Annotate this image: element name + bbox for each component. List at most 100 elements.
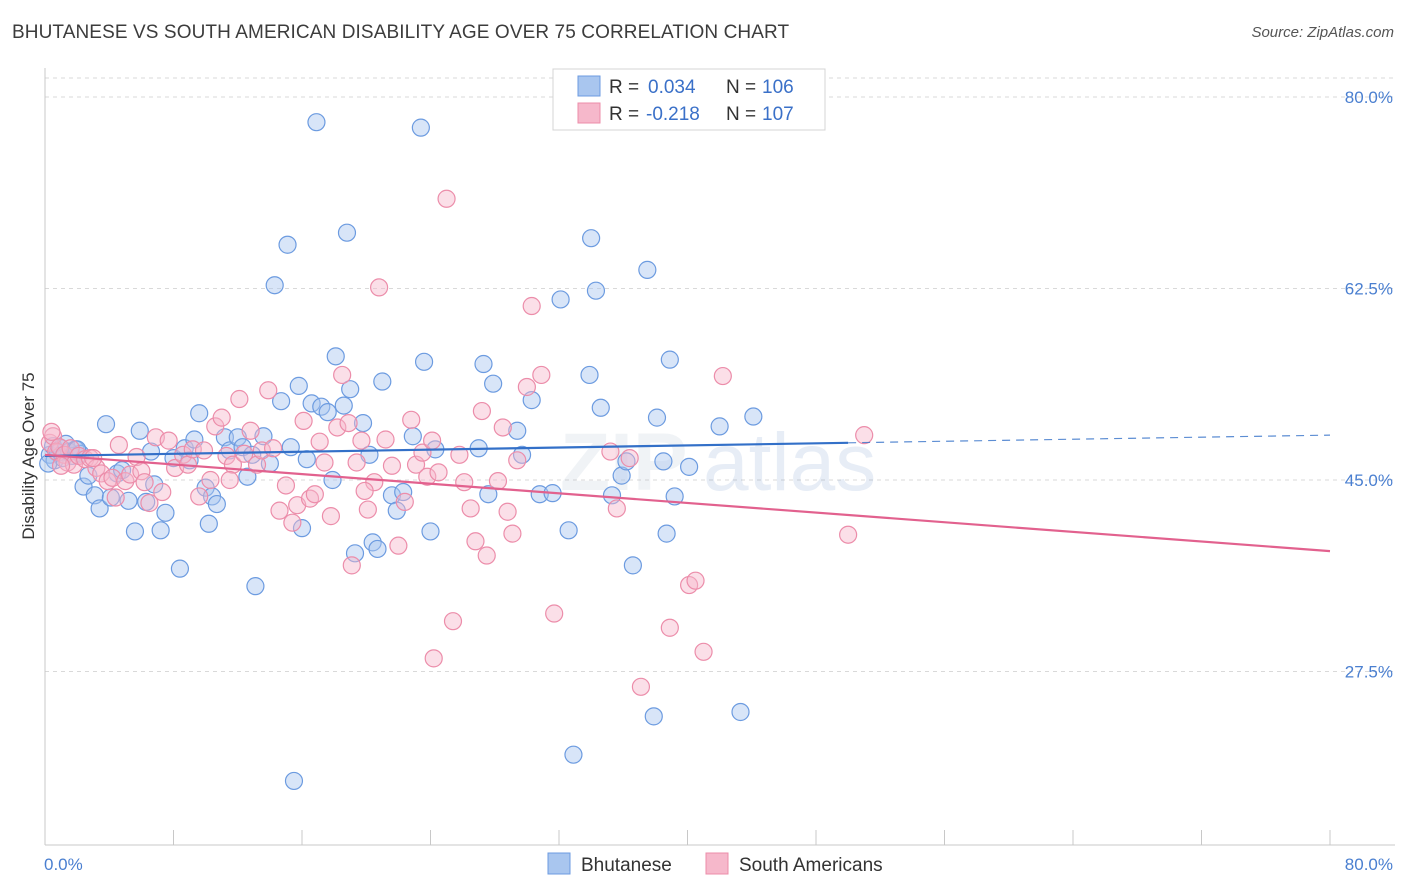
point-south-americans bbox=[443, 612, 463, 631]
legend-swatch-blue bbox=[577, 75, 601, 97]
point-south-americans bbox=[153, 482, 172, 502]
point-bhutanese bbox=[414, 352, 434, 371]
point-bhutanese bbox=[199, 514, 218, 533]
point-bhutanese bbox=[484, 374, 503, 393]
point-bhutanese bbox=[281, 438, 300, 457]
point-south-americans bbox=[358, 500, 377, 519]
point-south-americans bbox=[466, 532, 485, 551]
point-south-americans bbox=[413, 443, 432, 462]
point-bhutanese bbox=[323, 470, 342, 490]
point-south-americans bbox=[247, 455, 267, 474]
point-south-americans bbox=[106, 488, 125, 507]
point-south-americans bbox=[121, 465, 140, 484]
point-south-americans bbox=[140, 493, 159, 513]
point-south-americans bbox=[855, 426, 874, 445]
bottom-legend-swatch-blue bbox=[547, 852, 571, 875]
point-south-americans bbox=[517, 377, 536, 397]
point-south-americans bbox=[355, 481, 374, 501]
point-bhutanese bbox=[292, 519, 312, 538]
y-axis-title: Disability Age Over 75 bbox=[19, 372, 38, 539]
point-south-americans bbox=[276, 476, 296, 495]
point-south-americans bbox=[493, 418, 512, 437]
point-south-americans bbox=[382, 456, 402, 475]
point-south-americans bbox=[194, 441, 214, 460]
point-bhutanese bbox=[353, 413, 373, 433]
point-south-americans bbox=[424, 649, 443, 668]
trend-line-bhutanese bbox=[44, 441, 849, 458]
point-bhutanese bbox=[334, 396, 353, 415]
point-south-americans bbox=[342, 556, 361, 575]
point-bhutanese bbox=[341, 380, 360, 399]
point-south-americans bbox=[305, 485, 324, 504]
point-bhutanese bbox=[284, 771, 304, 791]
point-south-americans bbox=[263, 439, 283, 458]
point-south-americans bbox=[488, 471, 508, 491]
point-south-americans bbox=[620, 449, 639, 468]
point-south-americans bbox=[713, 366, 732, 386]
watermark: ZIP atlas bbox=[560, 417, 876, 508]
bottom-legend-bhutanese: Bhutanese bbox=[581, 855, 672, 876]
point-south-americans bbox=[429, 463, 448, 482]
point-bhutanese bbox=[421, 522, 440, 541]
point-bhutanese bbox=[586, 281, 606, 300]
point-bhutanese bbox=[657, 524, 676, 543]
point-south-americans bbox=[660, 618, 679, 637]
point-south-americans bbox=[402, 410, 421, 429]
point-south-americans bbox=[190, 487, 209, 506]
point-bhutanese bbox=[207, 494, 226, 514]
point-south-americans bbox=[241, 421, 260, 440]
point-south-americans bbox=[545, 604, 564, 623]
point-bhutanese bbox=[654, 452, 673, 471]
point-bhutanese bbox=[512, 445, 532, 464]
point-bhutanese bbox=[474, 354, 493, 374]
point-bhutanese bbox=[345, 544, 365, 563]
point-south-americans bbox=[839, 525, 858, 544]
point-south-americans bbox=[686, 571, 705, 590]
point-bhutanese bbox=[680, 457, 699, 476]
point-south-americans bbox=[418, 467, 437, 486]
point-south-americans bbox=[201, 470, 220, 490]
point-bhutanese bbox=[289, 376, 308, 395]
point-south-americans bbox=[503, 524, 522, 543]
point-bhutanese bbox=[582, 229, 601, 248]
point-south-americans bbox=[461, 499, 480, 518]
point-south-americans bbox=[607, 499, 626, 518]
legend-swatch-pink bbox=[577, 102, 601, 124]
point-bhutanese bbox=[307, 113, 326, 132]
point-bhutanese bbox=[190, 404, 209, 423]
point-bhutanese bbox=[744, 407, 763, 426]
point-bhutanese bbox=[660, 350, 679, 369]
legend: R = 0.034 N = 106 R = -0.218 N = 107 bbox=[552, 68, 826, 131]
point-bhutanese bbox=[302, 394, 321, 413]
point-bhutanese bbox=[130, 421, 149, 440]
point-south-americans bbox=[455, 473, 474, 492]
point-bhutanese bbox=[551, 290, 570, 309]
point-south-americans bbox=[135, 473, 154, 492]
trend-line-south-americans bbox=[44, 453, 1331, 553]
chart-title: BHUTANESE VS SOUTH AMERICAN DISABILITY A… bbox=[12, 22, 790, 43]
point-south-americans bbox=[109, 435, 128, 455]
point-bhutanese bbox=[580, 365, 599, 385]
point-south-americans bbox=[230, 389, 249, 409]
legend-r-value-pink: -0.218 bbox=[646, 104, 700, 125]
point-bhutanese bbox=[591, 398, 610, 417]
point-south-americans bbox=[294, 411, 313, 431]
point-south-americans bbox=[352, 431, 371, 450]
point-bhutanese bbox=[710, 417, 729, 436]
point-bhutanese bbox=[326, 347, 345, 366]
point-south-americans bbox=[694, 642, 713, 661]
point-bhutanese bbox=[647, 408, 667, 427]
point-south-americans bbox=[498, 502, 517, 521]
point-bhutanese bbox=[564, 745, 583, 764]
point-south-americans bbox=[283, 513, 302, 532]
chart-source: Source: ZipAtlas.com bbox=[1251, 24, 1394, 41]
point-south-americans bbox=[347, 453, 366, 472]
point-south-americans bbox=[51, 456, 71, 475]
point-south-americans bbox=[270, 501, 289, 520]
point-south-americans bbox=[508, 451, 527, 470]
point-bhutanese bbox=[265, 276, 284, 295]
point-south-americans bbox=[42, 422, 61, 441]
point-bhutanese bbox=[731, 702, 750, 722]
point-south-americans bbox=[159, 431, 178, 450]
point-bhutanese bbox=[233, 438, 252, 457]
